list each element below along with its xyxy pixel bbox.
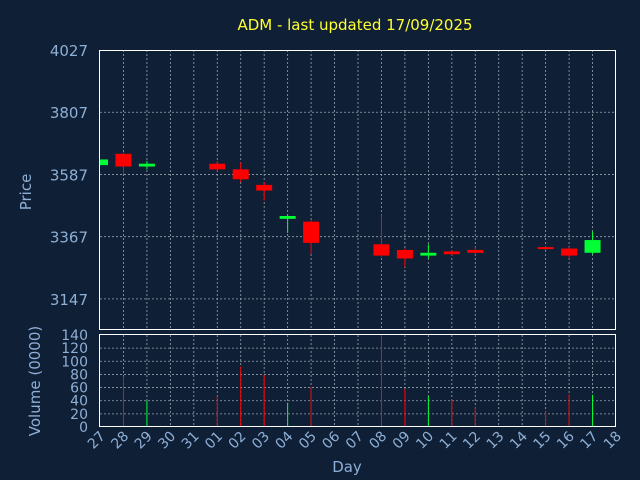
candle-body	[584, 240, 601, 253]
candle-body	[537, 247, 554, 250]
candle-body	[561, 248, 578, 256]
candle-body	[138, 163, 155, 167]
volume-tick-label: 140	[61, 328, 88, 344]
candle-body	[256, 184, 273, 191]
x-tick-label: 08	[366, 429, 390, 453]
price-y-ticks: 3147 3367 3587 3807 4027	[50, 42, 88, 309]
candle-body	[396, 249, 413, 259]
x-tick-label: 04	[273, 428, 297, 452]
x-tick-label: 29	[132, 429, 156, 453]
volume-tick-label: 20	[70, 407, 88, 423]
candle-body	[232, 169, 249, 180]
x-tick-label: 01	[202, 429, 226, 453]
price-tick-label: 3147	[50, 291, 88, 309]
x-tick-label: 12	[460, 429, 484, 453]
candle-body	[115, 153, 132, 167]
volume-grid	[100, 335, 616, 427]
price-tick-label: 3587	[50, 166, 88, 184]
volume-bars	[122, 335, 594, 427]
chart-title: ADM - last updated 17/09/2025	[237, 16, 472, 34]
x-tick-label: 31	[179, 429, 203, 453]
candle-body	[209, 163, 226, 170]
x-tick-label: 27	[85, 429, 109, 453]
price-tick-label: 3367	[50, 229, 88, 247]
x-tick-label: 11	[437, 429, 461, 453]
candle-body	[443, 251, 460, 255]
x-tick-label: 16	[554, 428, 578, 452]
x-tick-label: 15	[531, 429, 555, 453]
x-tick-label: 09	[390, 429, 414, 453]
x-tick-label: 17	[577, 429, 601, 453]
candle-body	[303, 221, 320, 243]
x-ticks: 27 28 29 30 31 01 02 03 04 05 06 07 08 09 10 11 12 13 14 15…	[85, 428, 625, 452]
volume-axis-label: Volume (0000)	[26, 326, 44, 436]
candle-body	[420, 252, 437, 256]
volume-tick-label: 60	[70, 381, 88, 397]
price-tick-label: 3807	[50, 104, 88, 122]
x-tick-label: 18	[601, 429, 625, 453]
price-tick-label: 4027	[50, 42, 88, 60]
candles	[99, 152, 601, 267]
x-tick-label: 30	[155, 429, 179, 453]
candle-body	[373, 244, 390, 256]
x-tick-label: 02	[226, 429, 250, 453]
x-axis-label: Day	[332, 458, 362, 476]
volume-tick-label: 40	[70, 394, 88, 410]
x-tick-label: 03	[249, 429, 273, 453]
x-tick-label: 06	[319, 428, 343, 452]
x-tick-label: 05	[296, 429, 320, 453]
x-tick-label: 14	[507, 428, 531, 452]
volume-tick-label: 100	[61, 354, 88, 370]
candle-body	[100, 159, 108, 166]
x-tick-label: 13	[484, 429, 508, 453]
volume-panel-frame	[99, 334, 616, 427]
x-tick-label: 28	[108, 429, 132, 453]
price-grid	[100, 50, 616, 330]
volume-tick-label: 120	[61, 341, 88, 357]
volume-tick-label: 80	[70, 367, 88, 383]
x-tick-label: 10	[413, 429, 437, 453]
x-tick-label: 07	[343, 429, 367, 453]
price-axis-label: Price	[17, 174, 35, 211]
candle-body	[467, 249, 484, 253]
candle-body	[279, 216, 296, 219]
volume-tick-label: 0	[79, 420, 88, 436]
price-panel-frame	[99, 50, 616, 330]
